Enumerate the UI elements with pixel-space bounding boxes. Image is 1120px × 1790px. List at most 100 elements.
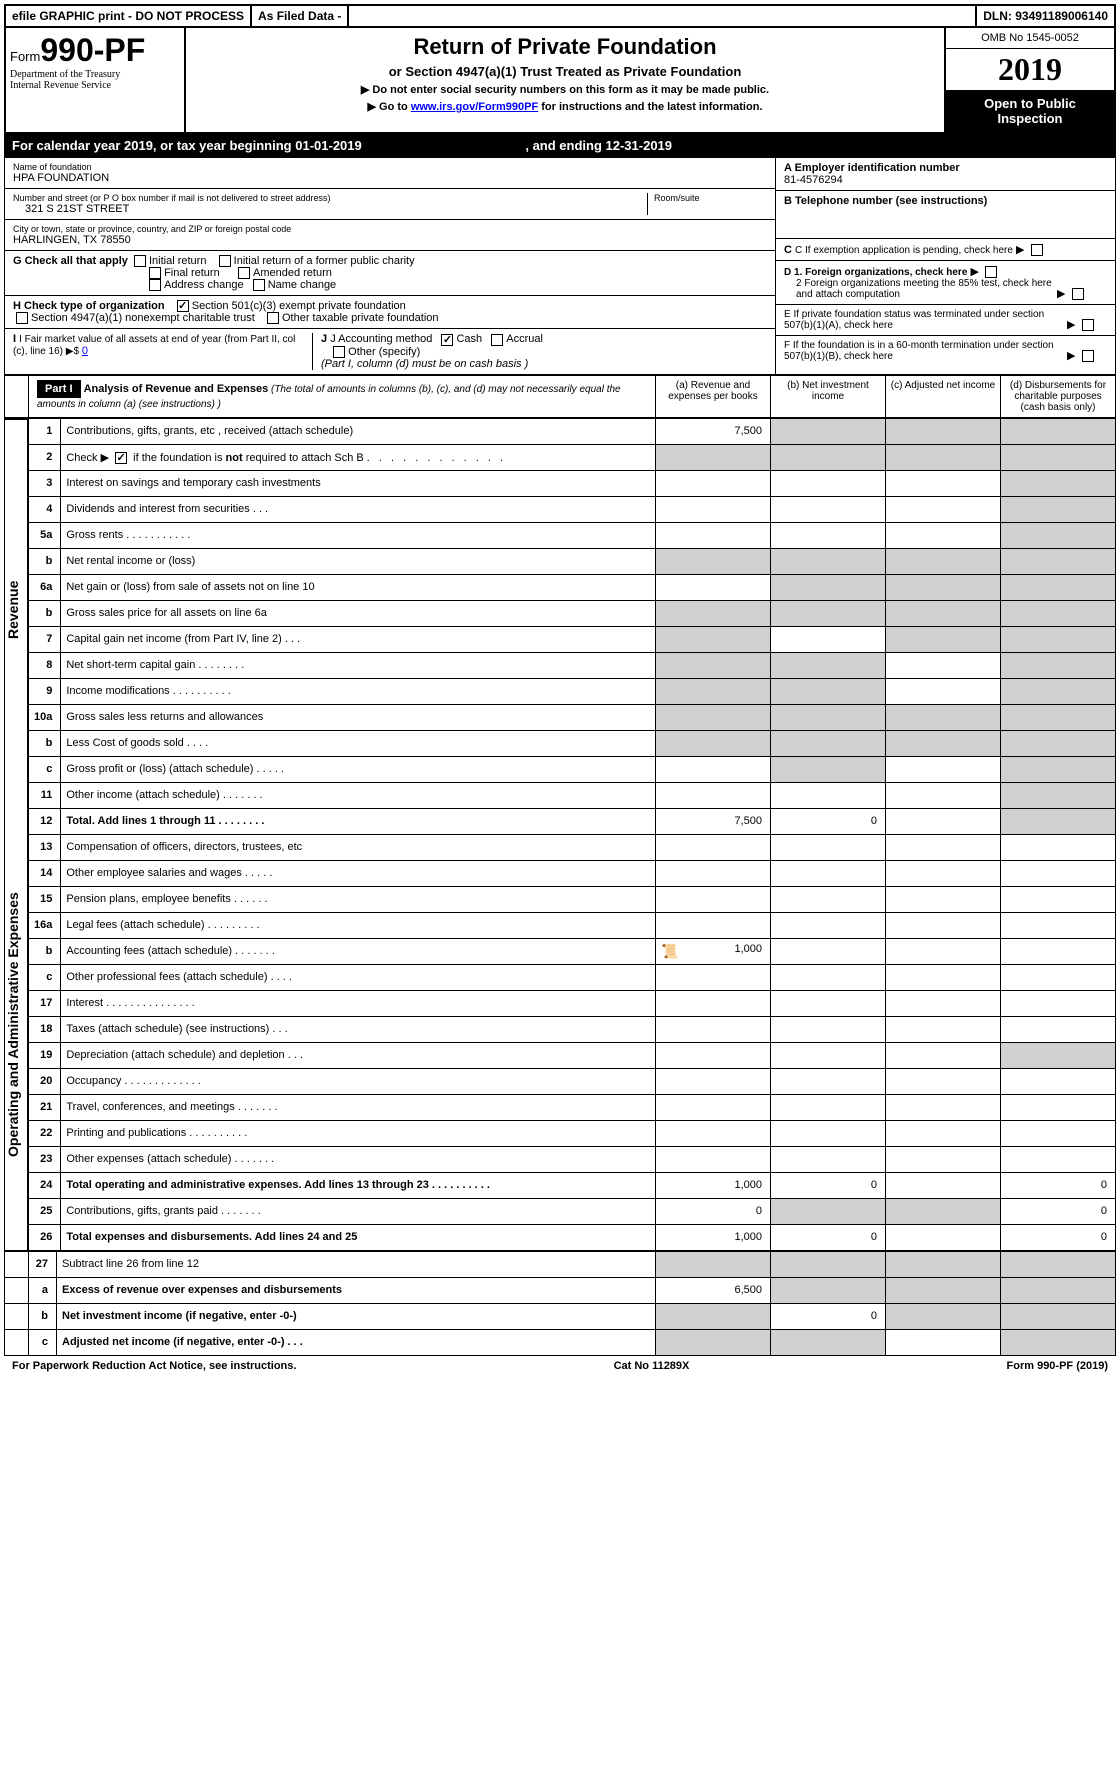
ein-cell: A Employer identification number 81-4576… — [776, 158, 1115, 191]
col-d-header: (d) Disbursements for charitable purpose… — [1000, 376, 1115, 417]
60month-checkbox[interactable] — [1082, 350, 1094, 362]
as-filed: As Filed Data - — [252, 6, 349, 26]
former-charity-checkbox[interactable] — [219, 255, 231, 267]
table-row: 10aGross sales less returns and allowanc… — [29, 704, 1116, 730]
final-return-checkbox[interactable] — [149, 267, 161, 279]
table-row: 4Dividends and interest from securities … — [29, 496, 1116, 522]
form-subtitle: or Section 4947(a)(1) Trust Treated as P… — [192, 64, 938, 79]
table-row: bNet investment income (if negative, ent… — [5, 1303, 1116, 1329]
section-g: G Check all that apply Initial return In… — [5, 251, 775, 296]
table-row: 1Contributions, gifts, grants, etc , rec… — [29, 418, 1116, 444]
dept-treasury: Department of the Treasury — [10, 69, 180, 80]
foundation-name: HPA FOUNDATION — [13, 172, 767, 184]
section-ij: I I Fair market value of all assets at e… — [5, 329, 775, 373]
col-a-header: (a) Revenue and expenses per books — [655, 376, 770, 417]
table-row: 22Printing and publications . . . . . . … — [29, 1120, 1116, 1146]
section-d: D 1. Foreign organizations, check here ▶… — [776, 261, 1115, 305]
table-row: 15Pension plans, employee benefits . . .… — [29, 886, 1116, 912]
accrual-checkbox[interactable] — [491, 334, 503, 346]
table-row: 23Other expenses (attach schedule) . . .… — [29, 1146, 1116, 1172]
room-label: Room/suite — [654, 193, 767, 203]
table-row: 13Compensation of officers, directors, t… — [29, 834, 1116, 860]
501c3-checkbox[interactable] — [177, 300, 189, 312]
form-number: 990-PF — [40, 32, 145, 68]
col-b-header: (b) Net investment income — [770, 376, 885, 417]
ein: 81-4576294 — [784, 174, 843, 186]
goto-post: for instructions and the latest informat… — [538, 101, 762, 113]
table-row: 16aLegal fees (attach schedule) . . . . … — [29, 912, 1116, 938]
table-row: 21Travel, conferences, and meetings . . … — [29, 1094, 1116, 1120]
col-c-header: (c) Adjusted net income — [885, 376, 1000, 417]
dln: DLN: 93491189006140 — [977, 6, 1114, 26]
omb-number: OMB No 1545-0052 — [946, 28, 1114, 49]
4947-checkbox[interactable] — [16, 312, 28, 324]
initial-return-checkbox[interactable] — [134, 255, 146, 267]
irs: Internal Revenue Service — [10, 80, 180, 91]
section-e: E If private foundation status was termi… — [776, 305, 1115, 336]
table-row: 12Total. Add lines 1 through 11 . . . . … — [29, 808, 1116, 834]
table-row: 11Other income (attach schedule) . . . .… — [29, 782, 1116, 808]
table-row: 26Total expenses and disbursements. Add … — [29, 1224, 1116, 1250]
table-row: 6aNet gain or (loss) from sale of assets… — [29, 574, 1116, 600]
address-change-checkbox[interactable] — [149, 279, 161, 291]
other-taxable-checkbox[interactable] — [267, 312, 279, 324]
top-bar: efile GRAPHIC print - DO NOT PROCESS As … — [4, 4, 1116, 28]
table-row: cOther professional fees (attach schedul… — [29, 964, 1116, 990]
paperwork-notice: For Paperwork Reduction Act Notice, see … — [12, 1360, 296, 1372]
table-row: bLess Cost of goods sold . . . . — [29, 730, 1116, 756]
form-title: Return of Private Foundation — [192, 34, 938, 60]
attachment-icon[interactable]: 📜 — [661, 943, 678, 960]
table-row: 7Capital gain net income (from Part IV, … — [29, 626, 1116, 652]
part1-table: 1Contributions, gifts, grants, etc , rec… — [28, 418, 1116, 1251]
tax-year: 2019 — [946, 49, 1114, 90]
table-row: 14Other employee salaries and wages . . … — [29, 860, 1116, 886]
table-row: bAccounting fees (attach schedule) . . .… — [29, 938, 1116, 964]
section-f: F If the foundation is in a 60-month ter… — [776, 336, 1115, 366]
schb-checkbox[interactable] — [115, 452, 127, 464]
city-cell: City or town, state or province, country… — [5, 220, 775, 251]
table-row: 27Subtract line 26 from line 12 — [5, 1251, 1116, 1277]
efile-notice: efile GRAPHIC print - DO NOT PROCESS — [6, 6, 252, 26]
table-row: cAdjusted net income (if negative, enter… — [5, 1329, 1116, 1355]
table-row: 2Check ▶ if the foundation is not requir… — [29, 444, 1116, 470]
section-c: C C If exemption application is pending,… — [776, 239, 1115, 261]
calendar-year-row: For calendar year 2019, or tax year begi… — [4, 134, 1116, 157]
part1-bottom-table: 27Subtract line 26 from line 12 aExcess … — [4, 1251, 1116, 1356]
table-row: 8Net short-term capital gain . . . . . .… — [29, 652, 1116, 678]
foreign-org-checkbox[interactable] — [985, 266, 997, 278]
table-row: 20Occupancy . . . . . . . . . . . . . — [29, 1068, 1116, 1094]
cash-checkbox[interactable] — [441, 334, 453, 346]
amended-checkbox[interactable] — [238, 267, 250, 279]
expenses-side-label: Operating and Administrative Expenses — [5, 799, 29, 1250]
85pct-checkbox[interactable] — [1072, 288, 1084, 300]
table-row: bGross sales price for all assets on lin… — [29, 600, 1116, 626]
table-row: 5aGross rents . . . . . . . . . . . — [29, 522, 1116, 548]
table-row: 18Taxes (attach schedule) (see instructi… — [29, 1016, 1116, 1042]
other-method-checkbox[interactable] — [333, 346, 345, 358]
table-row: 9Income modifications . . . . . . . . . … — [29, 678, 1116, 704]
irs-link[interactable]: www.irs.gov/Form990PF — [411, 101, 538, 113]
ssn-warning: ▶ Do not enter social security numbers o… — [192, 83, 938, 96]
section-h: H Check type of organization Section 501… — [5, 296, 775, 329]
page-footer: For Paperwork Reduction Act Notice, see … — [4, 1356, 1116, 1376]
title-block: Return of Private Foundation or Section … — [186, 28, 944, 132]
street-address: 321 S 21ST STREET — [13, 203, 647, 215]
table-row: 24Total operating and administrative exp… — [29, 1172, 1116, 1198]
form-id-block: Form990-PF Department of the Treasury In… — [6, 28, 186, 132]
telephone-cell: B Telephone number (see instructions) — [776, 191, 1115, 239]
table-row: aExcess of revenue over expenses and dis… — [5, 1277, 1116, 1303]
exemption-pending-checkbox[interactable] — [1031, 244, 1043, 256]
form-ref: Form 990-PF (2019) — [1007, 1360, 1108, 1372]
cash-basis-note: (Part I, column (d) must be on cash basi… — [321, 358, 528, 370]
part1-header-row: Part I Analysis of Revenue and Expenses … — [4, 375, 1116, 418]
goto-pre: ▶ Go to — [368, 101, 411, 113]
name-change-checkbox[interactable] — [253, 279, 265, 291]
status-terminated-checkbox[interactable] — [1082, 319, 1094, 331]
year-block: OMB No 1545-0052 2019 Open to Public Ins… — [944, 28, 1114, 132]
city-state-zip: HARLINGEN, TX 78550 — [13, 234, 767, 246]
form-prefix: Form — [10, 49, 40, 64]
open-inspection: Open to Public Inspection — [946, 90, 1114, 132]
address-cell: Number and street (or P O box number if … — [5, 189, 775, 220]
foundation-name-cell: Name of foundation HPA FOUNDATION — [5, 158, 775, 189]
part1-label: Part I — [37, 380, 81, 398]
